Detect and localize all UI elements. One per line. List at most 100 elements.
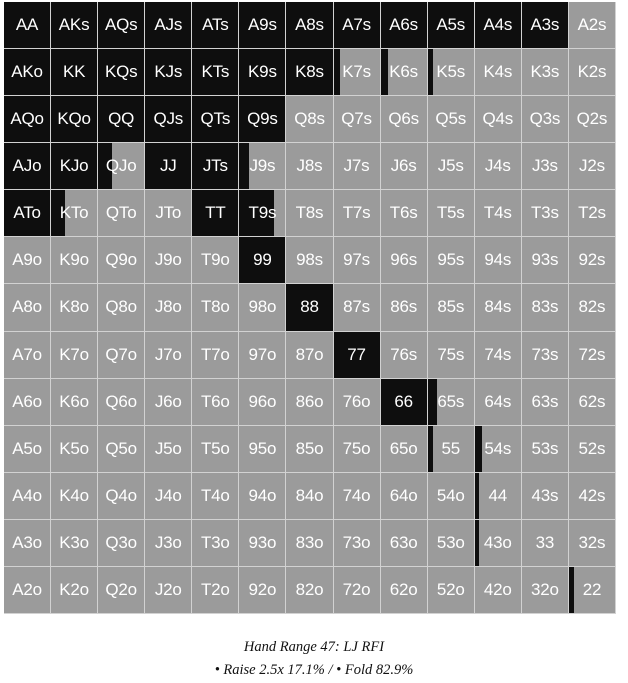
raise-fill bbox=[192, 2, 239, 49]
hand-cell-A8o: A8o bbox=[4, 284, 52, 332]
hand-label: A5s bbox=[436, 15, 466, 35]
hand-cell-J5o: J5o bbox=[145, 425, 193, 473]
hand-label: ATo bbox=[13, 203, 41, 223]
hand-label: K2o bbox=[59, 579, 89, 599]
hand-cell-82s: 82s bbox=[568, 284, 616, 332]
raise-fill bbox=[474, 2, 521, 49]
hand-label: 75s bbox=[437, 344, 465, 364]
hand-label: K7s bbox=[342, 62, 371, 82]
raise-fill bbox=[98, 143, 112, 190]
hand-cell-K3s: K3s bbox=[521, 49, 569, 97]
hand-cell-94o: 94o bbox=[239, 472, 287, 520]
hand-cell-J8o: J8o bbox=[145, 284, 193, 332]
hand-cell-AJs: AJs bbox=[145, 2, 193, 50]
raise-fill bbox=[4, 190, 51, 237]
hand-cell-86s: 86s bbox=[380, 284, 428, 332]
hand-label: T5s bbox=[436, 203, 465, 223]
hand-label: 85o bbox=[295, 438, 324, 458]
hand-cell-K8s: K8s bbox=[286, 49, 334, 97]
hand-label: A7o bbox=[12, 344, 42, 364]
hand-label: K8o bbox=[59, 297, 89, 317]
hand-label: 94s bbox=[484, 250, 512, 270]
hand-label: A7s bbox=[342, 15, 371, 35]
raise-fill bbox=[286, 284, 333, 331]
hand-cell-A2o: A2o bbox=[4, 566, 52, 614]
hand-cell-T2s: T2s bbox=[568, 190, 616, 238]
hand-label: 98s bbox=[296, 250, 323, 270]
hand-label: Q6o bbox=[105, 391, 137, 411]
hand-cell-AQs: AQs bbox=[98, 2, 146, 50]
hand-label: QJs bbox=[153, 109, 184, 129]
hand-label: Q2o bbox=[105, 579, 137, 599]
hand-cell-TT: TT bbox=[192, 190, 240, 238]
hand-label: QTo bbox=[105, 203, 137, 223]
hand-label: AKs bbox=[58, 15, 90, 35]
hand-cell-JJ: JJ bbox=[145, 143, 193, 191]
hand-label: J6s bbox=[390, 156, 417, 176]
hand-cell-Q6o: Q6o bbox=[98, 378, 146, 426]
hand-label: 96o bbox=[248, 391, 277, 411]
hand-cell-98o: 98o bbox=[239, 284, 287, 332]
hand-cell-87o: 87o bbox=[286, 331, 334, 379]
raise-fill bbox=[333, 2, 380, 49]
raise-fill bbox=[192, 96, 239, 143]
raise-fill bbox=[239, 49, 286, 96]
hand-cell-K7o: K7o bbox=[51, 331, 99, 379]
hand-cell-Q4o: Q4o bbox=[98, 472, 146, 520]
hand-label: Q3s bbox=[529, 109, 561, 129]
hand-cell-A9o: A9o bbox=[4, 237, 52, 285]
hand-label: 32s bbox=[578, 532, 606, 552]
hand-cell-53o: 53o bbox=[427, 519, 475, 567]
hand-cell-72o: 72o bbox=[333, 566, 381, 614]
hand-label: Q9o bbox=[105, 250, 137, 270]
hand-label: 62o bbox=[389, 579, 418, 599]
hand-label: K5s bbox=[436, 62, 466, 82]
hand-label: T7s bbox=[342, 203, 371, 223]
hand-label: K3s bbox=[530, 62, 560, 82]
hand-cell-84o: 84o bbox=[286, 472, 334, 520]
hand-cell-75o: 75o bbox=[333, 425, 381, 473]
hand-label: 86o bbox=[295, 391, 324, 411]
hand-cell-JTs: JTs bbox=[192, 143, 240, 191]
hand-cell-QTo: QTo bbox=[98, 190, 146, 238]
hand-cell-82o: 82o bbox=[286, 566, 334, 614]
raise-fill bbox=[4, 2, 51, 49]
hand-cell-AA: AA bbox=[4, 2, 52, 50]
hand-label: KQo bbox=[57, 109, 91, 129]
raise-fill bbox=[145, 49, 192, 96]
hand-cell-KK: KK bbox=[51, 49, 99, 97]
hand-label: 92o bbox=[248, 579, 277, 599]
hand-cell-KQo: KQo bbox=[51, 96, 99, 144]
hand-label: 83s bbox=[531, 297, 559, 317]
hand-cell-74o: 74o bbox=[333, 472, 381, 520]
hand-label: Q4o bbox=[105, 485, 137, 505]
hand-cell-T6o: T6o bbox=[192, 378, 240, 426]
hand-cell-65o: 65o bbox=[380, 425, 428, 473]
hand-cell-JTo: JTo bbox=[145, 190, 193, 238]
hand-cell-A6s: A6s bbox=[380, 2, 428, 50]
hand-label: A6s bbox=[389, 15, 418, 35]
hand-cell-J4s: J4s bbox=[474, 143, 522, 191]
hand-cell-AKo: AKo bbox=[4, 49, 52, 97]
hand-cell-72s: 72s bbox=[568, 331, 616, 379]
hand-cell-64s: 64s bbox=[474, 378, 522, 426]
hand-cell-75s: 75s bbox=[427, 331, 475, 379]
hand-label: 53s bbox=[531, 438, 559, 458]
hand-label: 74s bbox=[484, 344, 512, 364]
raise-fill bbox=[239, 190, 274, 237]
hand-label: 93o bbox=[248, 532, 277, 552]
raise-fill bbox=[4, 143, 51, 190]
hand-label: AJs bbox=[154, 15, 183, 35]
hand-label: A2o bbox=[12, 579, 42, 599]
raise-fill bbox=[568, 566, 574, 613]
hand-label: 99 bbox=[253, 250, 272, 270]
hand-cell-J6o: J6o bbox=[145, 378, 193, 426]
hand-label: 83o bbox=[295, 532, 324, 552]
hand-cell-96s: 96s bbox=[380, 237, 428, 285]
hand-label: J9o bbox=[154, 250, 182, 270]
hand-label: J7o bbox=[154, 344, 182, 364]
hand-cell-T6s: T6s bbox=[380, 190, 428, 238]
hand-label: T3o bbox=[200, 532, 230, 552]
raise-fill bbox=[51, 190, 65, 237]
raise-fill bbox=[474, 425, 482, 472]
